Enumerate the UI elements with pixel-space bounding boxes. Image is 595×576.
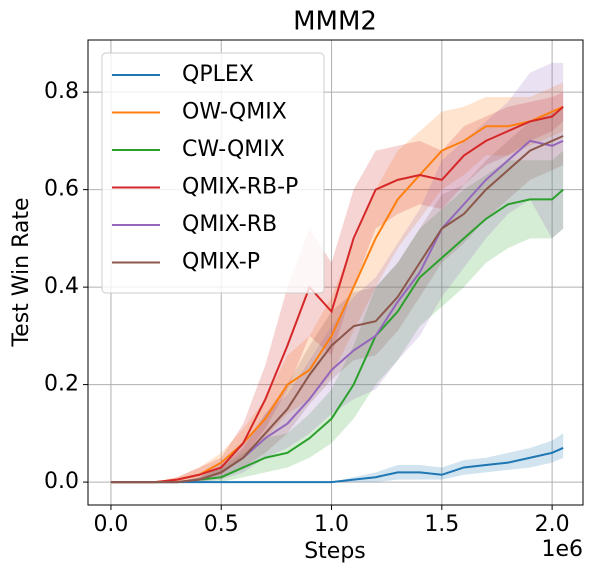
- plot-frame: [87, 39, 584, 506]
- confidence-band: [110, 92, 564, 483]
- confidence-band: [110, 433, 564, 483]
- y-axis-label: Test Win Rate: [9, 197, 34, 347]
- x-offset-label: 1e6: [541, 537, 583, 562]
- legend-label: QPLEX: [182, 62, 254, 87]
- x-tick-label: 1.0: [314, 512, 349, 537]
- x-tick-label: 0.5: [204, 512, 239, 537]
- legend-label: CW-QMIX: [182, 137, 285, 162]
- x-tick-label: 1.5: [424, 512, 459, 537]
- x-tick-label: 0.0: [93, 512, 128, 537]
- y-tick-label: 0.6: [44, 177, 79, 202]
- legend-label: OW-QMIX: [182, 100, 287, 125]
- legend-label: QMIX-RB: [182, 212, 277, 237]
- series-line: [110, 447, 564, 484]
- series-line: [110, 106, 564, 484]
- y-tick-label: 0.4: [44, 274, 79, 299]
- y-tick-label: 0.0: [44, 469, 79, 494]
- confidence-band: [110, 62, 564, 483]
- x-tick-label: 2.0: [535, 512, 570, 537]
- x-axis-label: Steps: [304, 539, 366, 564]
- series-line: [110, 135, 564, 484]
- confidence-band: [110, 82, 564, 483]
- y-tick-label: 0.8: [44, 79, 79, 104]
- y-tick-label: 0.2: [44, 372, 79, 397]
- chart-title: MMM2: [293, 7, 377, 37]
- legend-label: QMIX-P: [182, 250, 260, 275]
- confidence-band: [110, 106, 564, 483]
- legend-label: QMIX-RB-P: [182, 175, 298, 200]
- confidence-band: [110, 150, 564, 483]
